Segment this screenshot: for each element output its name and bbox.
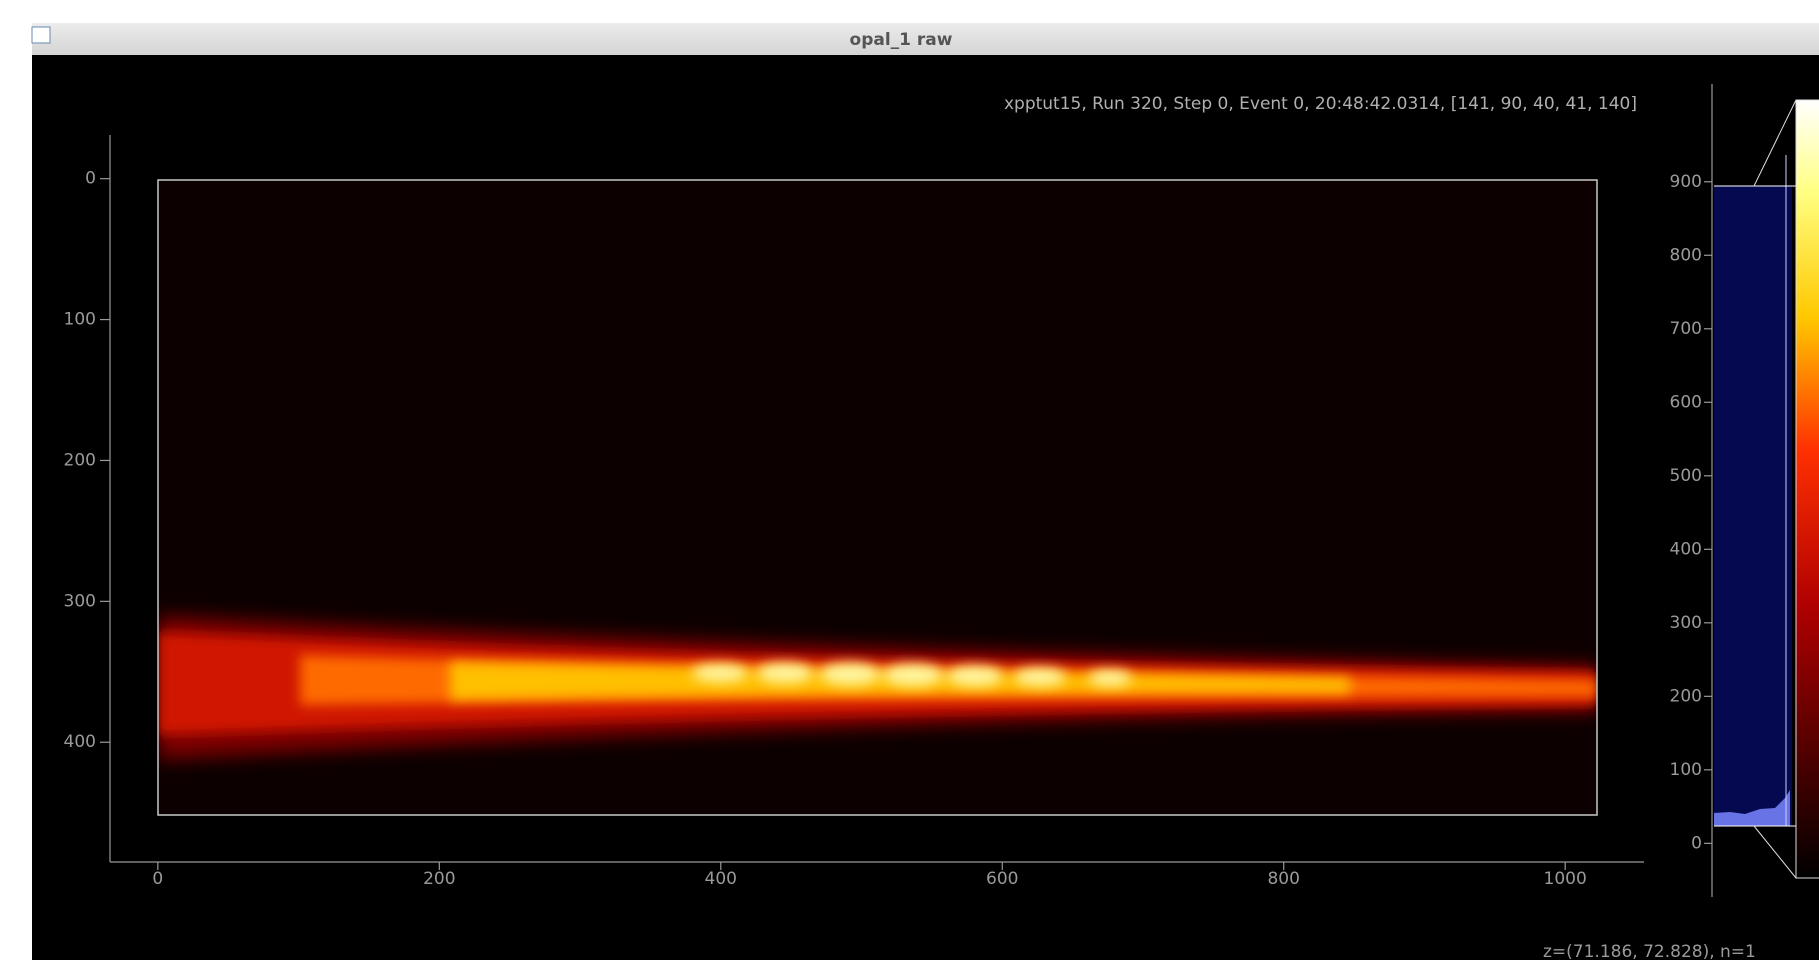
x-tick-label: 200 [423,869,455,889]
x-tick-label: 600 [986,869,1018,889]
status-text: z=(71.186, 72.828), n=1 [1543,942,1756,960]
x-tick-label: 0 [152,869,163,889]
hist-tick-label: 800 [1670,245,1702,265]
histogram-region [1714,186,1792,826]
y-tick-label: 100 [64,310,96,330]
x-tick-label: 1000 [1544,869,1587,889]
x-tick-label: 400 [705,869,737,889]
hist-tick-label: 300 [1670,613,1702,633]
hist-tick-label: 400 [1670,539,1702,559]
x-tick-label: 800 [1267,869,1299,889]
header-text: xpptut15, Run 320, Step 0, Event 0, 20:4… [1004,94,1637,114]
hist-tick-label: 700 [1670,319,1702,339]
window-title: opal_1 raw [850,30,953,50]
hist-tick-label: 600 [1670,392,1702,412]
y-tick-label: 0 [85,169,96,189]
histogram-curve [1714,790,1790,826]
hist-tick-label: 500 [1670,466,1702,486]
y-tick-label: 200 [64,450,96,470]
y-tick-label: 400 [64,732,96,752]
hist-tick-label: 900 [1670,172,1702,192]
title-bar [32,23,1819,55]
hist-tick-label: 0 [1691,833,1702,853]
colorbar [1795,99,1819,879]
level-connectors [1753,99,1797,879]
hist-tick-label: 100 [1670,760,1702,780]
image-frame [157,179,1598,816]
hist-tick-label: 200 [1670,686,1702,706]
window-icon [31,26,51,44]
y-tick-label: 300 [64,591,96,611]
image [158,180,1597,815]
